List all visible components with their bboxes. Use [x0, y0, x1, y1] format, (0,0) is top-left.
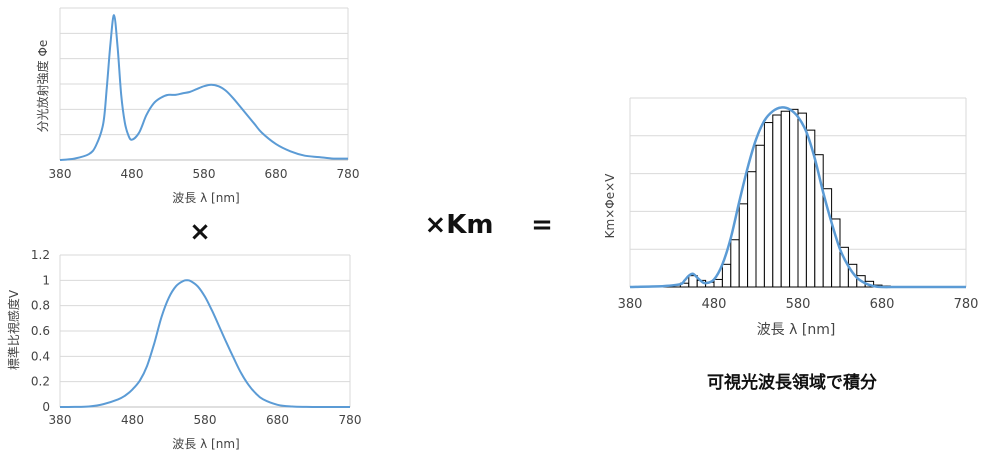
- x-tick-label: 480: [121, 413, 144, 427]
- gridlines: [59, 7, 349, 161]
- histogram-bar: [797, 112, 807, 288]
- x-tick-labels: 380 480 580 680 780: [49, 167, 360, 181]
- histogram-bar: [755, 144, 765, 288]
- y-tick-label: 1.2: [31, 248, 50, 262]
- y-tick-label: 1: [42, 273, 50, 287]
- chart-spectral-radiance: 380 480 580 680 780 波長 λ [nm] 分光放射強度 Φe: [35, 7, 360, 205]
- x-axis-label: 波長 λ [nm]: [172, 437, 239, 451]
- x-tick-label: 780: [339, 413, 362, 427]
- histogram-bar: [713, 278, 723, 288]
- x-axis-label: 波長 λ [nm]: [172, 191, 239, 205]
- x-tick-label: 580: [193, 167, 216, 181]
- x-tick-label: 380: [49, 413, 72, 427]
- x-tick-label: 780: [954, 297, 979, 312]
- x-tick-label: 680: [870, 297, 895, 312]
- product-series-line: [629, 106, 966, 289]
- histogram-bar: [747, 171, 757, 288]
- x-tick-label: 680: [265, 167, 288, 181]
- x-tick-label: 480: [121, 167, 144, 181]
- y-tick-label: 0.8: [31, 299, 50, 313]
- x-tick-label: 780: [337, 167, 360, 181]
- x-tick-label: 380: [618, 297, 643, 312]
- chart-luminous-efficiency: 380 480 580 680 780 0 0.2 0.4 0.6 0.8 1 1.2 波長 λ […: [6, 248, 361, 451]
- gridlines: [59, 254, 351, 408]
- y-tick-labels: 0 0.2 0.4 0.6 0.8 1 1.2: [31, 248, 50, 414]
- histogram-bar: [738, 203, 749, 288]
- histogram-bar: [772, 114, 782, 288]
- y-tick-label: 0.6: [31, 324, 50, 338]
- histogram-bar: [763, 122, 774, 288]
- multiply-operator: ×: [189, 217, 211, 247]
- histogram-bar: [730, 239, 740, 288]
- x-tick-label: 580: [786, 297, 811, 312]
- chart-product-histogram: 380 480 580 680 780 波長 λ [nm] Km×Φe×V: [603, 97, 979, 338]
- x-tick-label: 580: [194, 413, 217, 427]
- histogram-bars: [663, 108, 891, 288]
- y-axis-label: 分光放射強度 Φe: [35, 40, 50, 133]
- histogram-bar: [721, 263, 732, 288]
- x-axis-label: 波長 λ [nm]: [757, 322, 836, 338]
- x-tick-labels: 380 480 580 680 780: [618, 297, 979, 312]
- histogram-bar: [789, 108, 799, 288]
- spectral-radiance-series-line: [59, 14, 349, 161]
- x-tick-label: 380: [49, 167, 72, 181]
- x-tick-label: 680: [266, 413, 289, 427]
- y-tick-label: 0.2: [31, 375, 50, 389]
- y-axis-label: Km×Φe×V: [603, 173, 617, 238]
- x-tick-label: 480: [702, 297, 727, 312]
- luminous-efficiency-series-line: [59, 279, 350, 409]
- integration-caption: 可視光波長領域で積分: [707, 372, 877, 393]
- y-tick-label: 0.4: [31, 349, 50, 363]
- y-axis-label: 標準比視感度V: [6, 289, 21, 370]
- equals-operator: =: [531, 210, 553, 240]
- x-tick-labels: 380 480 580 680 780: [49, 413, 362, 427]
- times-km-operator: ×Km: [424, 210, 493, 240]
- histogram-bar: [780, 110, 791, 288]
- y-tick-label: 0: [42, 400, 50, 414]
